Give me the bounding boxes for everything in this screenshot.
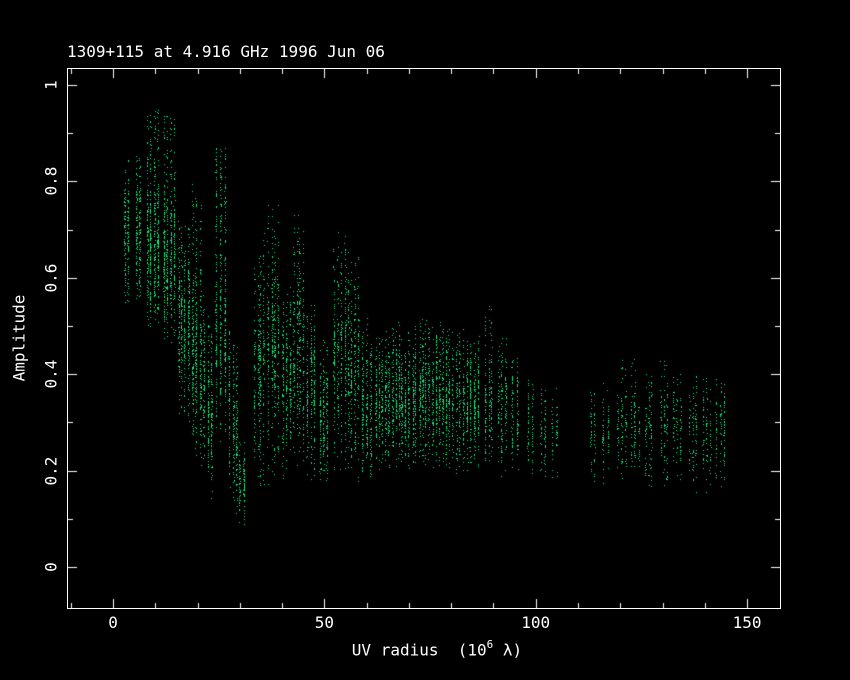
plot-canvas: [68, 69, 780, 608]
y-tick-label: 0.8: [41, 166, 61, 196]
x-tick-label: 100: [521, 613, 551, 632]
x-axis-title-main: UV radius (10: [351, 640, 487, 660]
x-tick-label: 0: [108, 613, 118, 632]
plot-area: [67, 68, 781, 609]
y-tick-label: 1: [41, 80, 61, 90]
y-axis-title: Amplitude: [9, 294, 29, 382]
x-axis-title-exponent: 6: [486, 638, 494, 651]
x-axis-title: UV radius (106 λ): [0, 638, 850, 660]
y-tick-label: 0: [41, 562, 61, 572]
x-tick-label: 50: [314, 613, 335, 632]
x-tick-label: 150: [732, 613, 762, 632]
y-tick-label: 0.6: [41, 263, 61, 293]
plot-title: 1309+115 at 4.916 GHz 1996 Jun 06: [67, 42, 385, 61]
x-axis-title-unit: λ): [493, 640, 523, 660]
y-tick-label: 0.2: [41, 456, 61, 486]
y-tick-label: 0.4: [41, 359, 61, 389]
